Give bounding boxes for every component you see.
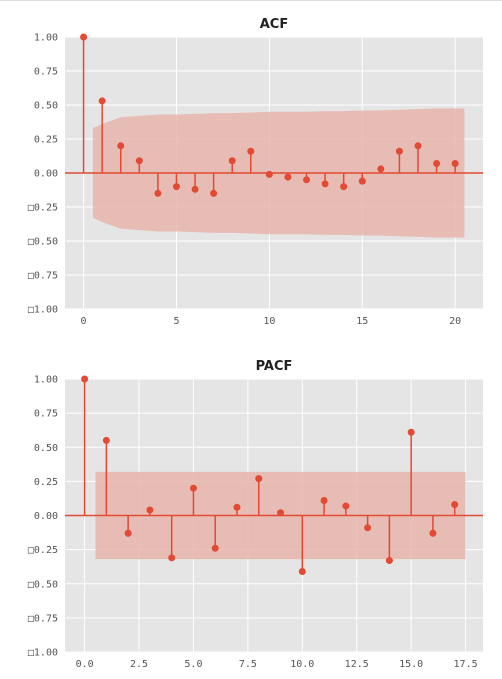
acf-marker [247, 147, 255, 155]
pacf-x-tick-label: 10.0 [290, 659, 314, 670]
pacf-marker [189, 484, 197, 492]
pacf-marker [255, 475, 263, 483]
pacf-chart-title: PACF [256, 359, 293, 374]
pacf-x-tick-label: 15.0 [399, 659, 423, 670]
acf-y-tick-label: 0.50 [34, 101, 58, 112]
acf-marker [117, 142, 125, 150]
acf-y-tick-label: 0.75 [34, 67, 58, 78]
acf-marker [321, 180, 329, 188]
pacf-marker [385, 557, 393, 565]
acf-marker [377, 165, 385, 173]
acf-marker [284, 173, 292, 181]
top-border [0, 0, 502, 1]
pacf-y-tick-label: □0.50 [28, 579, 58, 590]
acf-x-tick-label: 5 [173, 316, 179, 327]
pacf-y-tick-label: □1.00 [28, 648, 58, 659]
acf-marker [340, 183, 348, 191]
pacf-marker [364, 524, 372, 532]
pacf-marker [298, 567, 306, 575]
pacf-marker [211, 544, 219, 552]
pacf-marker [124, 529, 132, 537]
acf-marker [451, 159, 459, 167]
acf-marker [358, 177, 366, 185]
acf-marker [395, 147, 403, 155]
acf-marker [228, 157, 236, 165]
pacf-marker [102, 436, 110, 444]
pacf-y-tick-label: □0.25 [28, 545, 58, 556]
acf-marker [98, 97, 106, 105]
acf-marker [433, 159, 441, 167]
pacf-y-tick-label: 0.50 [34, 443, 58, 454]
acf-marker [210, 189, 218, 197]
acf-y-tick-label: □1.00 [28, 305, 58, 316]
pacf-x-tick-label: 0.0 [76, 659, 94, 670]
acf-marker [303, 176, 311, 184]
acf-y-tick-label: □0.25 [28, 203, 58, 214]
pacf-marker [81, 375, 89, 383]
pacf-y-tick-label: 1.00 [34, 375, 58, 386]
pacf-marker [146, 506, 154, 514]
acf-x-tick-label: 10 [263, 316, 275, 327]
acf-y-tick-label: 1.00 [34, 33, 58, 44]
pacf-y-tick-label: 0.75 [34, 409, 58, 420]
acf-marker [154, 189, 162, 197]
pacf-marker [233, 503, 241, 511]
acf-marker [414, 142, 422, 150]
pacf-y-tick-label: 0.25 [34, 477, 58, 488]
acf-y-tick-label: □0.50 [28, 237, 58, 248]
acf-marker [80, 33, 88, 41]
acf-y-tick-label: □0.75 [28, 271, 58, 282]
pacf-marker [407, 428, 415, 436]
acf-x-tick-label: 20 [449, 316, 461, 327]
pacf-marker [168, 554, 176, 562]
acf-y-tick-label: 0.00 [34, 169, 58, 180]
pacf-x-tick-label: 12.5 [345, 659, 369, 670]
acf-panel: 0 5 10 15 20 1.00 0.75 0.50 0.25 0.00 □0.25 □0.50 □0… [28, 17, 483, 327]
acf-x-tick-label: 0 [81, 316, 87, 327]
pacf-marker [320, 496, 328, 504]
pacf-marker [429, 529, 437, 537]
pacf-x-tick-label: 7.5 [239, 659, 257, 670]
pacf-marker [342, 502, 350, 510]
pacf-y-tick-label: □0.75 [28, 613, 58, 624]
pacf-x-tick-label: 5.0 [184, 659, 202, 670]
acf-marker [265, 170, 273, 178]
acf-x-tick-label: 15 [356, 316, 368, 327]
pacf-x-tick-label: 17.5 [454, 659, 478, 670]
pacf-y-tick-label: 0.00 [34, 511, 58, 522]
acf-marker [191, 185, 199, 193]
acf-marker [172, 183, 180, 191]
acf-chart-title: ACF [260, 17, 288, 32]
acf-marker [135, 157, 143, 165]
pacf-panel: 0.0 2.5 5.0 7.5 10.0 12.5 15.0 17.5 1.00 0.75 0.50… [28, 359, 483, 670]
pacf-x-tick-label: 2.5 [130, 659, 148, 670]
pacf-marker [451, 501, 459, 509]
acf-y-tick-label: 0.25 [34, 135, 58, 146]
pacf-marker [277, 509, 285, 517]
